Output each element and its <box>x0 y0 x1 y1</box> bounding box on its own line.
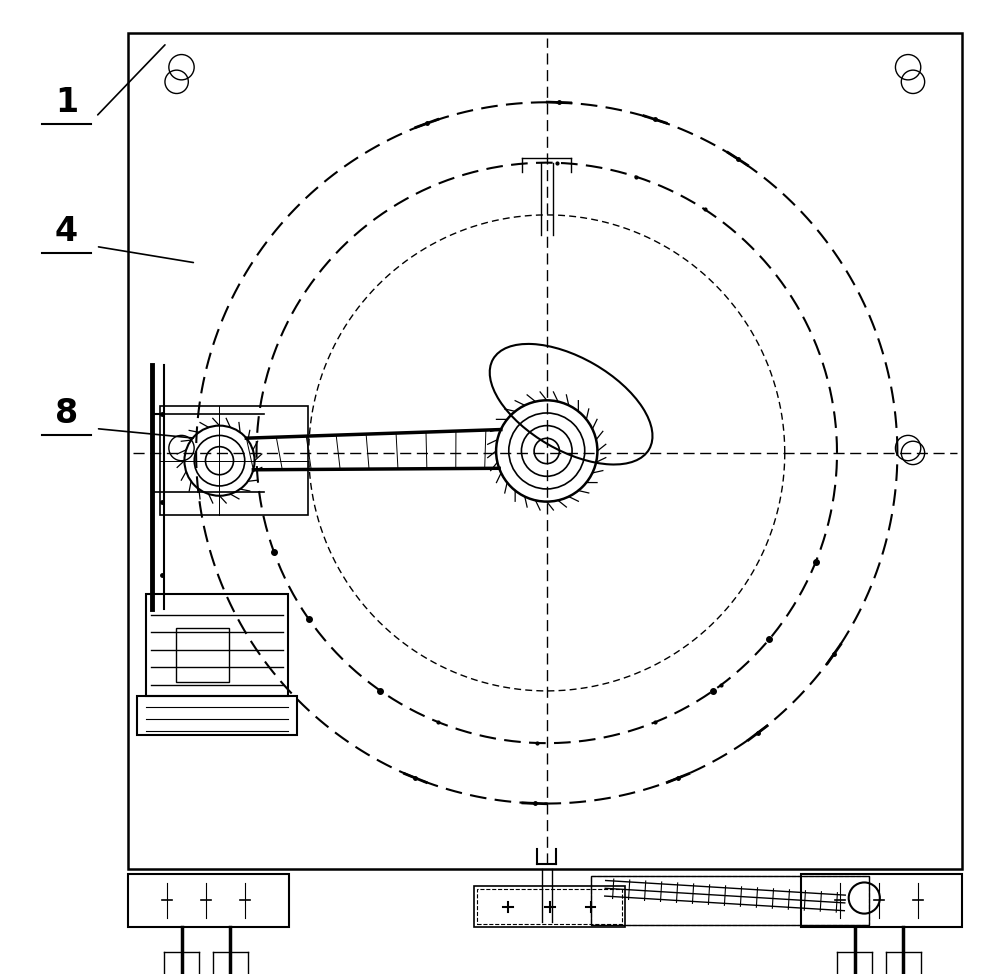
Bar <box>128 874 289 927</box>
Bar <box>474 886 625 927</box>
Bar <box>137 696 297 735</box>
Text: 8: 8 <box>55 397 78 431</box>
Bar <box>591 876 869 925</box>
Text: 1: 1 <box>55 86 78 119</box>
Text: 4: 4 <box>55 215 78 248</box>
Bar <box>128 33 962 869</box>
Bar <box>801 874 962 927</box>
Bar <box>477 889 622 924</box>
Bar <box>146 594 288 696</box>
Bar <box>160 406 308 515</box>
Bar <box>591 876 869 925</box>
Bar <box>176 628 229 682</box>
